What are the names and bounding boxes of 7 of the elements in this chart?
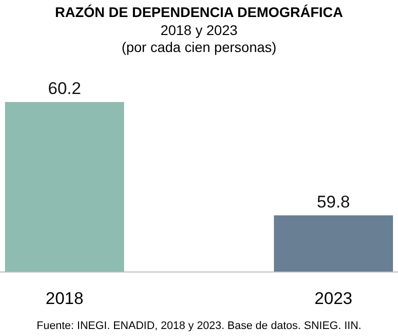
x-tick-label: 2023: [314, 289, 352, 308]
data-label: 60.2: [48, 79, 82, 98]
source-note: Fuente: INEGI. ENADID, 2018 y 2023. Base de datos. SNIEG. IIN.: [36, 320, 362, 332]
chart-subtitle: 2018 y 2023 (por cada cien personas): [122, 22, 276, 55]
chart-title: RAZÓN DE DEPENDENCIA DEMOGRÁFICA: [54, 4, 344, 20]
x-tick-label: 2018: [46, 289, 84, 308]
data-label: 59.8: [316, 192, 350, 212]
